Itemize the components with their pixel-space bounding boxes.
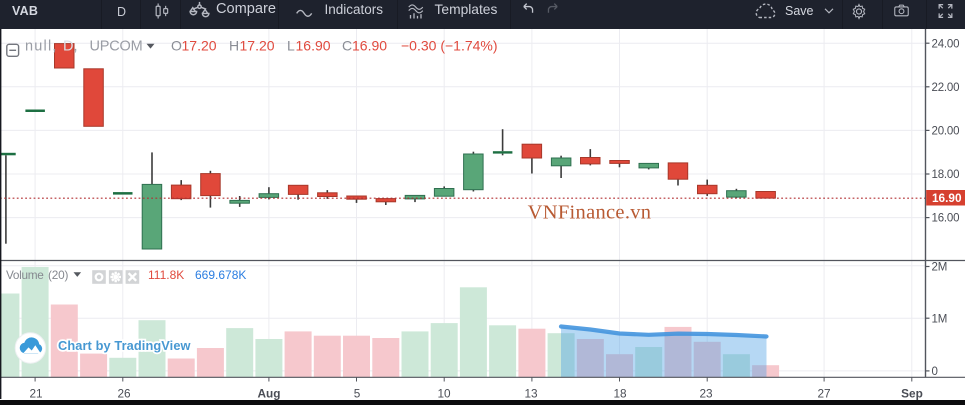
svg-text:−0.30 (−1.74%): −0.30 (−1.74%) bbox=[401, 38, 498, 54]
svg-text:13: 13 bbox=[524, 387, 538, 401]
svg-text:0: 0 bbox=[932, 366, 938, 378]
svg-text:10: 10 bbox=[437, 387, 451, 401]
svg-text:21: 21 bbox=[29, 387, 42, 401]
svg-text:27: 27 bbox=[817, 387, 830, 401]
svg-text:16.90: 16.90 bbox=[352, 38, 387, 54]
svg-text:669.678K: 669.678K bbox=[195, 268, 246, 282]
svg-text:Sep: Sep bbox=[901, 387, 923, 401]
svg-text:23: 23 bbox=[699, 387, 713, 401]
svg-text:2M: 2M bbox=[932, 262, 948, 274]
svg-text:O: O bbox=[171, 38, 182, 54]
svg-text:null,: null, bbox=[25, 39, 58, 55]
svg-text:VNFinance.vn: VNFinance.vn bbox=[528, 201, 652, 223]
svg-text:(20): (20) bbox=[48, 268, 68, 282]
svg-text:L: L bbox=[287, 38, 295, 54]
svg-text:17.20: 17.20 bbox=[182, 38, 217, 54]
svg-text:H: H bbox=[229, 38, 239, 54]
svg-text:1M: 1M bbox=[932, 313, 948, 325]
svg-text:26: 26 bbox=[117, 387, 131, 401]
svg-text:20.00: 20.00 bbox=[932, 126, 960, 138]
svg-text:16.90: 16.90 bbox=[296, 38, 331, 54]
svg-text:D: D bbox=[63, 39, 73, 55]
svg-text:5: 5 bbox=[354, 387, 361, 401]
svg-text:22.00: 22.00 bbox=[932, 82, 960, 94]
svg-text:24.00: 24.00 bbox=[932, 38, 960, 50]
svg-text:16.90: 16.90 bbox=[932, 191, 962, 205]
svg-text:C: C bbox=[342, 38, 352, 54]
svg-text:111.8K: 111.8K bbox=[148, 268, 184, 282]
svg-text:,: , bbox=[74, 39, 78, 55]
svg-text:18: 18 bbox=[613, 387, 627, 401]
svg-text:16.00: 16.00 bbox=[932, 213, 960, 225]
svg-text:Chart by TradingView: Chart by TradingView bbox=[58, 338, 191, 353]
svg-text:UPCOM: UPCOM bbox=[90, 39, 143, 55]
svg-text:Volume: Volume bbox=[6, 268, 44, 282]
svg-text:17.20: 17.20 bbox=[240, 38, 275, 54]
svg-text:18.00: 18.00 bbox=[932, 169, 960, 181]
svg-text:Aug: Aug bbox=[258, 387, 281, 401]
